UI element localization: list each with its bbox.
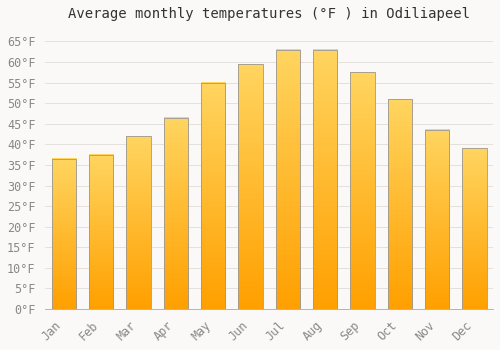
Bar bbox=[164, 118, 188, 309]
Bar bbox=[238, 64, 262, 309]
Bar bbox=[52, 159, 76, 309]
Bar bbox=[201, 83, 226, 309]
Bar bbox=[388, 99, 412, 309]
Bar bbox=[89, 155, 114, 309]
Title: Average monthly temperatures (°F ) in Odiliapeel: Average monthly temperatures (°F ) in Od… bbox=[68, 7, 470, 21]
Bar bbox=[462, 148, 486, 309]
Bar bbox=[126, 136, 150, 309]
Bar bbox=[350, 72, 374, 309]
Bar bbox=[276, 50, 300, 309]
Bar bbox=[313, 50, 337, 309]
Bar bbox=[425, 130, 449, 309]
